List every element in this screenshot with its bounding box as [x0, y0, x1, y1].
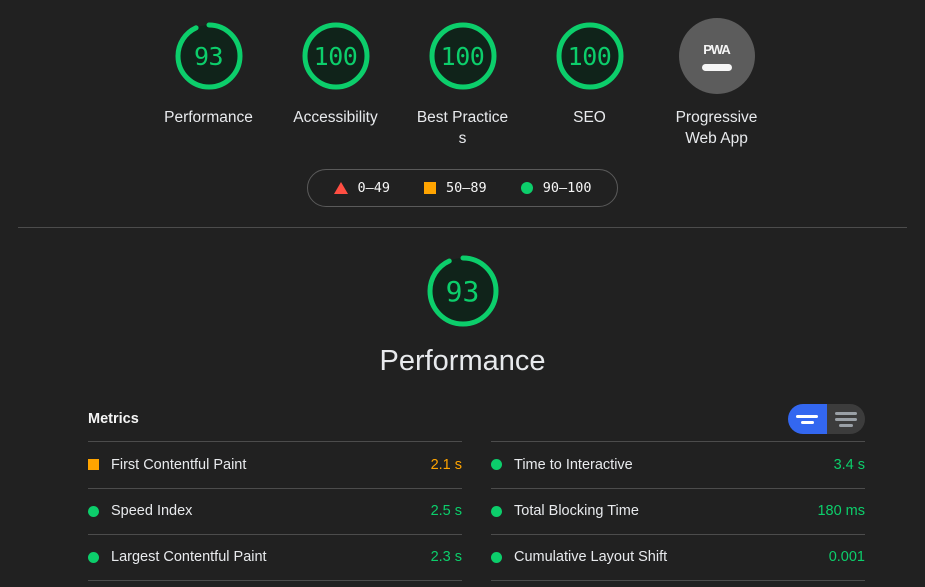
metric-value: 2.3 s — [430, 549, 462, 566]
table-row[interactable]: Largest Contentful Paint 2.3 s — [88, 534, 462, 581]
square-icon — [424, 182, 437, 194]
pwa-dash-icon — [701, 63, 732, 71]
gauge-label-pwa: Progressive Web App — [675, 109, 758, 147]
toggle-line-icon — [834, 411, 857, 415]
section-divider — [18, 227, 907, 228]
toggle-line-icon — [838, 423, 853, 427]
legend-item-fail: 0–49 — [333, 180, 391, 196]
triangle-icon — [333, 182, 348, 194]
metric-name: Speed Index — [111, 503, 193, 520]
table-row[interactable]: First Contentful Paint 2.1 s — [88, 441, 462, 488]
metric-name: Largest Contentful Paint — [111, 549, 267, 566]
toggle-simple-view-button[interactable] — [788, 404, 827, 434]
toggle-line-icon — [796, 414, 819, 418]
gauge-pwa[interactable]: PWA Progressive Web App — [671, 18, 763, 149]
metrics-header: Metrics — [88, 404, 865, 434]
gauge-accessibility[interactable]: 100 Accessibility — [290, 18, 382, 128]
metric-name: Cumulative Layout Shift — [514, 549, 668, 566]
table-row[interactable]: Speed Index 2.5 s — [88, 487, 462, 535]
circle-icon — [520, 182, 533, 194]
gauge-label-performance: Performance — [164, 109, 253, 126]
gauge-label-seo: SEO — [573, 109, 606, 126]
gauge-score-performance: 93 — [193, 41, 224, 71]
table-row[interactable]: Cumulative Layout Shift 0.001 — [491, 534, 865, 581]
circle-icon — [491, 551, 502, 563]
table-row[interactable]: Total Blocking Time 180 ms — [491, 487, 865, 535]
circle-icon — [491, 505, 502, 517]
circle-icon — [491, 459, 502, 471]
square-icon — [88, 459, 99, 471]
score-legend: 0–49 50–89 90–100 — [306, 169, 619, 207]
metric-value: 2.5 s — [430, 503, 462, 520]
toggle-expanded-view-button[interactable] — [826, 404, 865, 434]
score-gauges: 93 Performance 100 Accessibility 100 — [0, 0, 925, 149]
gauge-score-seo: 100 — [567, 41, 612, 71]
gauge-ring-performance: 93 — [171, 18, 247, 94]
legend-range-fail: 0–49 — [357, 180, 391, 196]
metric-value: 0.001 — [828, 549, 865, 566]
metric-value: 2.1 s — [430, 456, 462, 473]
category-gauge-ring: 93 — [423, 251, 503, 331]
gauge-seo[interactable]: 100 SEO — [544, 18, 636, 128]
gauge-performance[interactable]: 93 Performance — [163, 18, 255, 128]
legend-item-pass: 90–100 — [520, 180, 592, 196]
toggle-line-icon — [834, 417, 857, 421]
metrics-column-left: First Contentful Paint 2.1 s Speed Index… — [88, 441, 462, 581]
legend-range-pass: 90–100 — [542, 180, 592, 196]
pwa-badge-text: PWA — [703, 41, 731, 57]
circle-icon — [88, 505, 99, 517]
legend-range-average: 50–89 — [446, 180, 487, 196]
circle-icon — [88, 551, 99, 563]
table-row[interactable]: Time to Interactive 3.4 s — [491, 441, 865, 488]
gauge-score-best-practices: 100 — [440, 41, 485, 71]
metric-name: Total Blocking Time — [514, 503, 639, 520]
gauge-label-accessibility: Accessibility — [293, 109, 378, 126]
metrics-grid: First Contentful Paint 2.1 s Speed Index… — [88, 441, 865, 581]
metric-name: First Contentful Paint — [111, 456, 247, 473]
metrics-view-toggle[interactable] — [788, 404, 865, 434]
gauge-ring-seo: 100 — [552, 18, 628, 94]
pwa-badge-icon: PWA — [678, 18, 755, 94]
metric-value: 180 ms — [817, 503, 865, 520]
category-header-performance: 93 Performance — [0, 251, 925, 378]
legend-item-average: 50–89 — [424, 180, 487, 196]
category-score: 93 — [445, 274, 480, 308]
gauge-best-practices[interactable]: 100 Best Practices — [417, 18, 509, 149]
metric-value: 3.4 s — [833, 456, 865, 473]
metrics-heading: Metrics — [88, 411, 139, 427]
gauge-label-best-practices: Best Practices — [416, 109, 509, 147]
gauge-ring-best-practices: 100 — [425, 18, 501, 94]
toggle-line-icon — [800, 420, 814, 424]
gauge-ring-accessibility: 100 — [298, 18, 374, 94]
metrics-column-right: Time to Interactive 3.4 s Total Blocking… — [491, 441, 865, 581]
metric-name: Time to Interactive — [514, 456, 633, 473]
gauge-score-accessibility: 100 — [313, 41, 358, 71]
score-legend-wrap: 0–49 50–89 90–100 — [0, 169, 925, 207]
page-title: Performance — [379, 345, 546, 377]
metrics-section: Metrics First Contentful Paint 2.1 s — [88, 404, 865, 581]
